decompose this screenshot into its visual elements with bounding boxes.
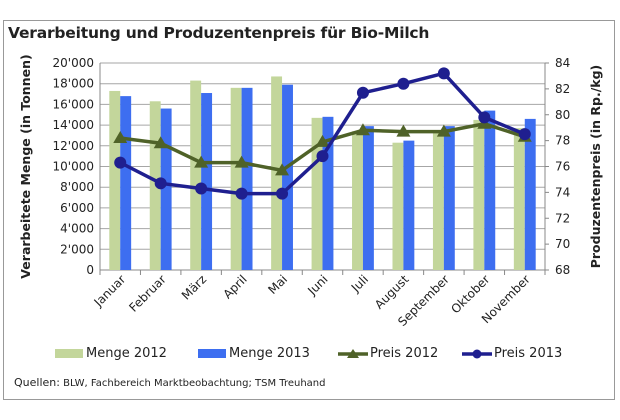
bar-menge-2012 — [352, 131, 363, 270]
y2-tick-label: 82 — [555, 82, 570, 96]
bar-menge-2012 — [473, 119, 485, 270]
bar-menge-2012 — [432, 132, 444, 270]
y-tick-label: 8'000 — [60, 180, 94, 194]
bar-menge-2013 — [201, 93, 213, 270]
legend-item: Menge 2012 — [55, 346, 167, 361]
legend-label: Preis 2013 — [494, 346, 563, 361]
legend-label: Menge 2013 — [229, 346, 310, 361]
marker-preis-2012 — [275, 163, 290, 176]
y-tick-label: 0 — [86, 263, 94, 277]
legend: Menge 2012 Menge 2013 Preis 2012 Preis 2013 — [0, 346, 620, 366]
x-tick-label: August — [372, 272, 412, 312]
bar-menge-2013 — [443, 126, 455, 270]
chart-title: Verarbeitung und Produzentenpreis für Bi… — [8, 24, 430, 42]
bar-menge-2012 — [311, 117, 323, 270]
x-tick-label: Februar — [126, 272, 169, 315]
marker-preis-2012 — [153, 136, 168, 149]
bar-menge-2013 — [241, 87, 253, 270]
y2-tick-label: 84 — [555, 56, 570, 70]
bar-menge-2013 — [120, 96, 132, 271]
marker-preis-2013 — [437, 67, 450, 80]
marker-preis-2012 — [234, 155, 249, 168]
marker-preis-2012 — [355, 123, 370, 136]
bar-menge-2013 — [160, 108, 172, 270]
marker-preis-2013 — [518, 128, 531, 141]
legend-swatch — [198, 349, 226, 358]
y-tick-label: 4'000 — [60, 222, 94, 236]
y-tick-label: 10'000 — [53, 160, 94, 174]
x-tick-label: Januar — [91, 272, 129, 310]
marker-preis-2012 — [396, 124, 411, 137]
legend-swatch — [462, 349, 492, 358]
x-tick-label: März — [179, 272, 209, 302]
x-tick-label: Juli — [348, 272, 371, 295]
x-tick-label: Juni — [304, 272, 330, 298]
bar-menge-2013 — [322, 116, 334, 270]
x-tick-label: Mai — [265, 272, 290, 297]
legend-swatch — [338, 348, 368, 358]
y2-tick-label: 70 — [555, 237, 570, 251]
marker-preis-2013 — [114, 156, 127, 169]
marker-preis-2012 — [436, 124, 451, 137]
marker-preis-2013 — [356, 86, 369, 99]
bar-menge-2012 — [109, 90, 121, 270]
x-tick-label: April — [220, 272, 249, 301]
y2-tick-label: 78 — [555, 134, 570, 148]
bar-menge-2013 — [362, 126, 374, 270]
y-tick-label: 12'000 — [53, 139, 94, 153]
legend-item: Preis 2012 — [338, 346, 438, 361]
bar-menge-2013 — [282, 84, 293, 270]
bar-menge-2013 — [484, 110, 496, 270]
bar-menge-2013 — [524, 118, 536, 270]
marker-preis-2012 — [315, 134, 330, 147]
marker-preis-2013 — [235, 187, 248, 200]
y-tick-label: 2'000 — [60, 242, 94, 256]
bar-menge-2012 — [190, 80, 202, 270]
marker-preis-2013 — [276, 187, 289, 200]
bar-menge-2012 — [230, 87, 242, 270]
y-axis-label: Verarbeitete Menge (in Tonnen) — [18, 54, 33, 278]
y-tick-label: 14'000 — [53, 118, 94, 132]
y2-tick-label: 80 — [555, 108, 570, 122]
source-note: Quellen: BLW, Fachbereich Marktbeobachtu… — [14, 376, 326, 389]
y2-tick-label: 74 — [555, 185, 570, 199]
marker-preis-2013 — [195, 182, 208, 195]
legend-label: Menge 2012 — [86, 346, 167, 361]
legend-item: Menge 2013 — [198, 346, 310, 361]
chart-frame — [3, 20, 615, 400]
marker-preis-2013 — [397, 77, 410, 90]
y2-tick-label: 72 — [555, 211, 570, 225]
y-tick-label: 18'000 — [53, 77, 94, 91]
y2-tick-label: 68 — [555, 263, 570, 277]
legend-item: Preis 2013 — [462, 346, 562, 361]
marker-preis-2013 — [478, 111, 491, 124]
marker-preis-2012 — [194, 155, 209, 168]
y-tick-label: 20'000 — [53, 56, 94, 70]
bar-menge-2012 — [392, 142, 404, 270]
legend-swatch — [55, 349, 83, 358]
marker-preis-2013 — [154, 177, 167, 190]
y2-tick-label: 76 — [555, 160, 570, 174]
y-tick-label: 16'000 — [53, 97, 94, 111]
legend-label: Preis 2012 — [370, 346, 439, 361]
y-tick-label: 6'000 — [60, 201, 94, 215]
marker-preis-2012 — [113, 131, 128, 144]
y2-axis-label: Produzentenpreis (in Rp./kg) — [588, 65, 603, 269]
bar-menge-2012 — [513, 128, 525, 270]
marker-preis-2013 — [316, 150, 329, 163]
bar-menge-2013 — [403, 140, 415, 270]
